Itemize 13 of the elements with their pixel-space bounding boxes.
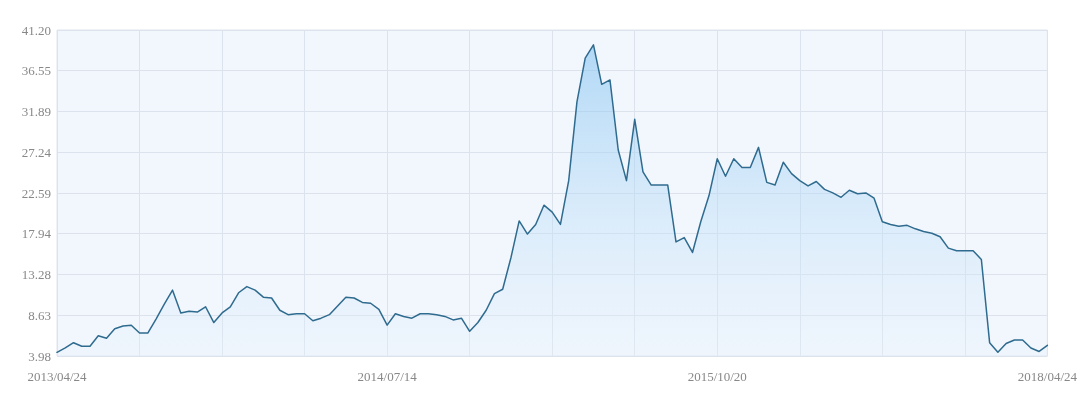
x-tick-label: 2014/07/14 bbox=[357, 369, 418, 384]
y-tick-label: 31.89 bbox=[21, 104, 51, 120]
y-tick-label: 8.63 bbox=[28, 307, 51, 323]
y-tick-label: 41.20 bbox=[21, 22, 51, 38]
y-tick-label: 27.24 bbox=[21, 144, 52, 160]
y-tick-label: 13.28 bbox=[21, 267, 51, 283]
x-tick-label: 2013/04/24 bbox=[27, 369, 88, 384]
y-tick-label: 3.98 bbox=[28, 348, 51, 364]
x-tick-label: 2018/04/24 bbox=[1017, 369, 1078, 384]
y-tick-label: 36.55 bbox=[21, 63, 51, 79]
x-tick-label: 2015/10/20 bbox=[687, 369, 747, 384]
y-tick-label: 22.59 bbox=[21, 185, 51, 201]
y-tick-label: 17.94 bbox=[21, 226, 52, 242]
